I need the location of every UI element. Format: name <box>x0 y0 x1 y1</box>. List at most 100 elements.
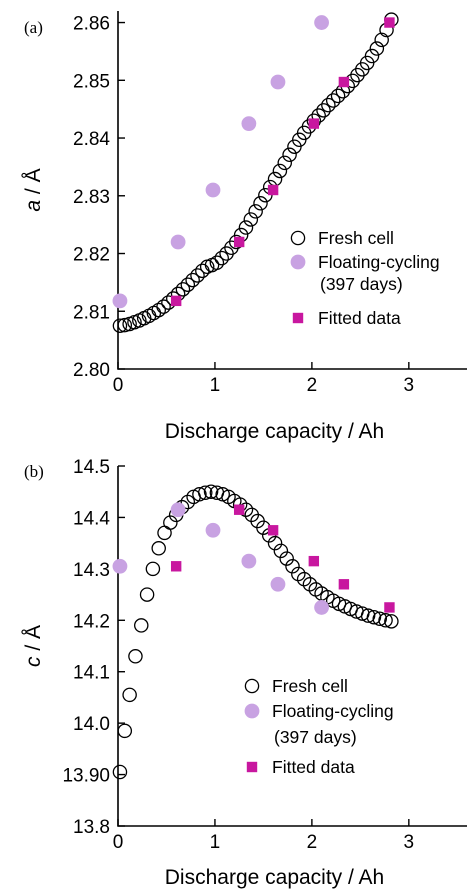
panel-a-xtick-label: 0 <box>113 375 124 396</box>
panel-a-ytick-label: 2.85 <box>73 71 110 92</box>
panel-b-fresh-point <box>285 559 300 574</box>
panel-b-fresh-point <box>267 535 283 551</box>
panel-b-fresh-point <box>360 608 376 623</box>
panel-b-legend: Fresh cell Floating-cycling Fitted data (39… <box>244 676 394 777</box>
panel-b-fresh-point <box>203 484 219 499</box>
panel-b-xtick-label: 0 <box>113 832 124 853</box>
panel-b-floating-point <box>112 558 128 574</box>
panel-b-xtick-label: 2 <box>307 832 318 853</box>
panel-a-legend-floating-marker <box>290 254 306 270</box>
panel-b-fresh-point <box>197 485 213 500</box>
panel-a-series-floating <box>112 15 329 309</box>
panel-a-floating-point <box>241 116 257 131</box>
panel-a-fresh-point <box>364 48 380 64</box>
panel-b-floating-point <box>270 576 286 592</box>
panel-a-legend-fresh-marker <box>290 230 306 246</box>
panel-a-floating-point <box>270 74 286 90</box>
panel-a-legend-fitted-marker <box>292 312 304 324</box>
panel-b-ytick-label: 14.0 <box>73 714 110 735</box>
panel-a-ytick-label: 2.82 <box>73 245 110 266</box>
panel-b-ytick-label: 14.5 <box>73 457 110 478</box>
panel-b-ytick-label: 14.4 <box>73 508 110 529</box>
panel-a-fresh-point <box>175 282 191 297</box>
panel-a-fresh-point <box>253 196 268 211</box>
panel-b-floating-point <box>205 522 221 538</box>
panel-a-fresh-point <box>282 147 297 163</box>
panel-b-legend-floating-subtext: (397 days) <box>274 727 357 747</box>
panel-b-ytick-label: 13.8 <box>73 817 110 838</box>
panel-b-fresh-point <box>151 541 166 556</box>
panel-b-legend-fresh-text: Fresh cell <box>272 676 348 696</box>
panel-a-xtick-label: 3 <box>404 375 415 396</box>
panel-a-fresh-point <box>156 299 171 314</box>
panel-b-fresh-point <box>378 613 393 628</box>
panel-b-fresh-point <box>163 515 178 530</box>
panel-b-ytick-label: 13.90 <box>62 766 110 787</box>
panel-a-floating-point <box>170 234 186 250</box>
panel-a-fitted-point <box>384 17 395 28</box>
panel-b-fresh-point <box>112 764 128 780</box>
panel-a-xlabel: Discharge capacity / Ah <box>165 420 384 443</box>
panel-b-fresh-point <box>366 609 382 625</box>
panel-a-fresh-point <box>190 268 205 283</box>
panel-b-fitted-point <box>267 525 279 536</box>
panel-b-fresh-point <box>372 611 387 626</box>
panel-a-fresh-point <box>209 255 225 271</box>
panel-a-fresh-point <box>330 88 346 104</box>
panel-a-fitted-point <box>338 76 350 88</box>
panel-b-fresh-point <box>122 687 137 703</box>
panel-b-floating-point <box>314 600 329 615</box>
panel-a-fresh-point <box>248 204 263 219</box>
panel-a-ytick-label: 2.83 <box>73 187 110 208</box>
panel-b-fresh-point <box>145 561 161 577</box>
panel-a-fresh-point <box>117 317 133 333</box>
panel-a-fitted-point <box>233 236 245 248</box>
panel-b-series-fresh <box>112 484 399 780</box>
panel-b-fresh-point <box>296 571 312 587</box>
panel-a-ylabel: a / Å <box>22 168 45 211</box>
panel-a-fitted-point <box>308 118 320 129</box>
panel-b-fitted-point <box>170 561 182 572</box>
panel-b-fresh-point <box>139 587 155 602</box>
panel-a-floating-point <box>314 15 329 30</box>
panel-b-ytick-label: 14.2 <box>73 611 110 632</box>
panel-a-ytick-label: 2.86 <box>73 14 110 35</box>
panel-b-xtick-label: 1 <box>210 832 221 853</box>
panel-a-series-fitted <box>170 17 395 307</box>
panel-a-label: (a) <box>24 18 43 37</box>
panel-a-fresh-point <box>374 32 389 48</box>
panel-b-fresh-point <box>117 723 133 739</box>
panel-b-legend-floating-marker <box>244 703 260 719</box>
panel-a-fresh-point <box>238 220 254 235</box>
panel-b-ytick-label: 14.3 <box>73 560 110 581</box>
panel-a-fresh-point <box>272 163 288 179</box>
panel-b-legend-fitted-marker <box>246 761 258 773</box>
panel-b-legend-fresh-marker <box>244 678 260 694</box>
panel-b-fresh-point <box>192 487 207 502</box>
panel-a-floating-point <box>205 182 221 198</box>
panel-a-fitted-point <box>170 295 182 307</box>
panel-a-fresh-point <box>350 67 365 83</box>
panel-a-fresh-point <box>321 97 336 113</box>
panel-b-fresh-point <box>384 614 399 629</box>
panel-a-legend-floating-text: Floating-cycling <box>318 252 440 272</box>
panel-b-fitted-point <box>384 602 395 613</box>
panel-b-fresh-point <box>134 618 149 633</box>
panel-a-xtick-label: 1 <box>210 375 221 396</box>
panel-b-series-fitted <box>170 504 395 613</box>
panel-a-fresh-point <box>185 272 200 288</box>
panel-a-fresh-point <box>277 155 292 171</box>
panel-a-legend-fitted-text: Fitted data <box>318 308 401 328</box>
panel-a-ytick-label: 2.80 <box>73 360 110 381</box>
panel-a-ytick-label: 2.84 <box>73 129 110 150</box>
panel-b-xlabel: Discharge capacity / Ah <box>165 866 384 889</box>
panel-a-xtick-label: 2 <box>307 375 318 396</box>
panel-a-fresh-point <box>146 305 162 321</box>
panel-b-legend-floating-text: Floating-cycling <box>272 701 394 721</box>
panel-a-fresh-point <box>325 93 341 108</box>
panel-a-fresh-point <box>243 212 259 227</box>
panel-a: 2.80 2.81 2.82 2.83 2.84 2.85 2.86 0 1 2 3 (a) Disch… <box>22 11 467 443</box>
panel-b-fitted-point <box>308 555 320 567</box>
panel-b-xtick-label: 3 <box>404 832 415 853</box>
